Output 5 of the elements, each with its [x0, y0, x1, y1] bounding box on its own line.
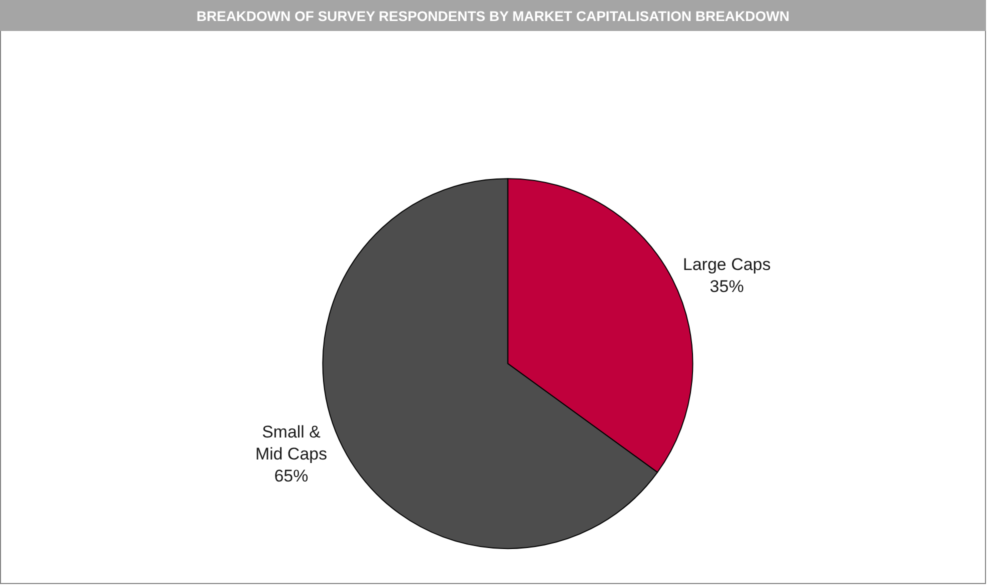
slice-label: Large Caps [682, 254, 771, 274]
data-label: 35% [710, 276, 744, 296]
chart-title: BREAKDOWN OF SURVEY RESPONDENTS BY MARKET CAPITALISATION BREAKDOWN [0, 0, 986, 31]
data-label: 65% [274, 466, 308, 486]
slice-label: Small & Mid Caps [255, 422, 328, 464]
